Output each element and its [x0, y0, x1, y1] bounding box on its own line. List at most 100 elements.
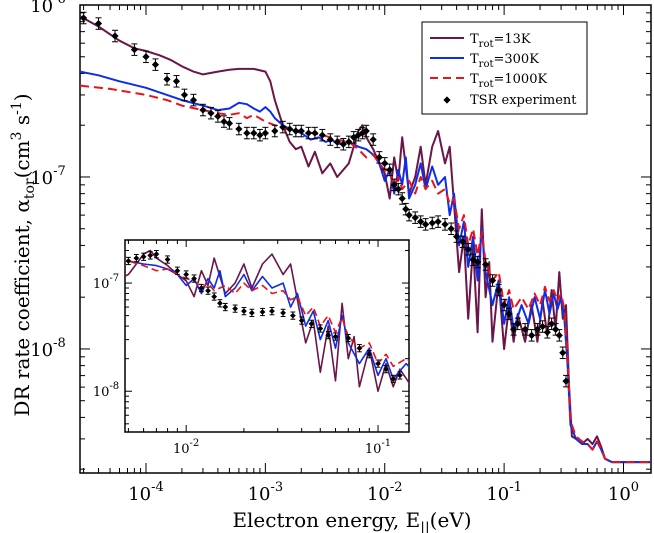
- experiment-point: [142, 50, 150, 64]
- experiment-point: [332, 332, 339, 341]
- x-tick-label: 100: [608, 480, 639, 505]
- experiment-point: [290, 311, 296, 320]
- experiment-point: [183, 270, 190, 279]
- x-tick-labels: 10-4 10-3 10-2 10-1 100: [128, 480, 639, 505]
- experiment-point: [286, 122, 294, 136]
- experiment-point: [211, 292, 218, 301]
- experiment-point: [163, 73, 171, 86]
- experiment-point: [326, 133, 334, 146]
- experiment-point: [180, 88, 189, 102]
- experiment-point: [447, 222, 455, 235]
- experiment-point: [356, 344, 363, 353]
- experiment-point: [317, 324, 324, 333]
- experiment-point: [383, 365, 389, 374]
- y-tick-labels: 10-8 10-7 10-6: [30, 0, 66, 361]
- experiment-point: [259, 307, 266, 317]
- experiment-point: [345, 135, 353, 149]
- experiment-point: [514, 317, 522, 331]
- experiment-point: [205, 286, 211, 295]
- experiment-point: [366, 350, 373, 359]
- experiment-point: [453, 230, 461, 243]
- experiment-point: [345, 333, 352, 343]
- experiment-point: [220, 115, 228, 128]
- experiment-point: [441, 218, 449, 231]
- series-line-300k: [125, 260, 409, 380]
- experiment-point: [464, 243, 472, 256]
- inset-ticks: [125, 240, 409, 432]
- experiment-point: [40, 251, 46, 258]
- experiment-point: [386, 163, 394, 177]
- experiment-point: [248, 308, 255, 317]
- experiment-point: [130, 43, 139, 56]
- experiment-point: [500, 298, 508, 312]
- legend-label-13k: Trot=13K: [470, 32, 531, 50]
- experiment-point: [125, 256, 132, 266]
- experiment-point: [543, 326, 551, 339]
- experiment-point: [394, 182, 402, 196]
- experiment-point: [417, 215, 425, 228]
- experiment-point: [362, 124, 370, 138]
- experiment-point: [381, 157, 389, 170]
- experiment-point: [217, 299, 223, 308]
- experiment-point: [398, 192, 406, 205]
- experiment-point: [325, 331, 332, 340]
- experiment-point: [495, 283, 503, 297]
- experiment-point: [153, 250, 160, 259]
- main-experiment-points: [80, 11, 570, 388]
- experiment-point: [559, 346, 567, 360]
- main-ticks: [80, 4, 651, 473]
- experiment-point: [269, 307, 275, 316]
- legend: Trot=13K Trot=300K Trot=1000K TSR experi…: [421, 21, 588, 115]
- experiment-point: [199, 103, 207, 117]
- experiment-point: [422, 218, 430, 231]
- experiment-point: [172, 75, 181, 88]
- y-tick-label: 10-7: [30, 164, 66, 189]
- legend-label-tsr: TSR experiment: [470, 93, 577, 108]
- inset-x-tick-label: 10-2: [173, 438, 199, 457]
- experiment-point: [207, 106, 215, 120]
- inset-tick-labels: 10-2 10-1 10-8 10-7: [93, 273, 391, 457]
- experiment-point: [555, 329, 563, 342]
- experiment-point: [164, 255, 171, 264]
- experiment-point: [243, 126, 251, 140]
- experiment-point: [474, 255, 482, 269]
- experiment-point: [358, 126, 367, 140]
- experiment-point: [225, 117, 234, 130]
- experiment-point: [191, 274, 197, 283]
- experiment-point: [174, 266, 181, 275]
- experiment-point: [311, 126, 319, 140]
- experiment-point: [198, 283, 205, 293]
- experiment-point: [397, 371, 403, 380]
- legend-label-1000k: Trot=1000K: [470, 72, 547, 90]
- experiment-point: [533, 323, 541, 336]
- experiment-point: [411, 211, 419, 224]
- experiment-point: [71, 252, 77, 259]
- main-series: [80, 15, 651, 464]
- inset-experiment-points: [40, 250, 409, 384]
- experiment-point: [232, 304, 239, 313]
- experiment-point: [390, 374, 397, 384]
- legend-label-300k: Trot=300K: [470, 52, 539, 70]
- experiment-point: [434, 215, 442, 228]
- experiment-point: [49, 251, 55, 258]
- experiment-point: [261, 126, 269, 140]
- experiment-point: [250, 126, 258, 140]
- experiment-point: [133, 254, 140, 263]
- experiment-point: [318, 128, 326, 142]
- inset-y-tick-label: 10-8: [93, 381, 119, 400]
- experiment-point: [280, 308, 286, 317]
- experiment-point: [408, 378, 409, 379]
- experiment-point: [488, 274, 497, 287]
- y-axis-title: DR rate coefficient, αtor(cm3 s-1): [9, 93, 38, 416]
- experiment-point: [241, 307, 247, 316]
- experiment-point: [405, 208, 413, 222]
- experiment-point: [308, 319, 315, 328]
- series-line-1000k: [80, 84, 651, 464]
- experiment-point: [505, 307, 513, 321]
- experiment-point: [222, 302, 229, 312]
- inset-series: [125, 249, 409, 392]
- experiment-point: [279, 120, 287, 134]
- experiment-point: [256, 128, 264, 142]
- experiment-point: [428, 216, 436, 230]
